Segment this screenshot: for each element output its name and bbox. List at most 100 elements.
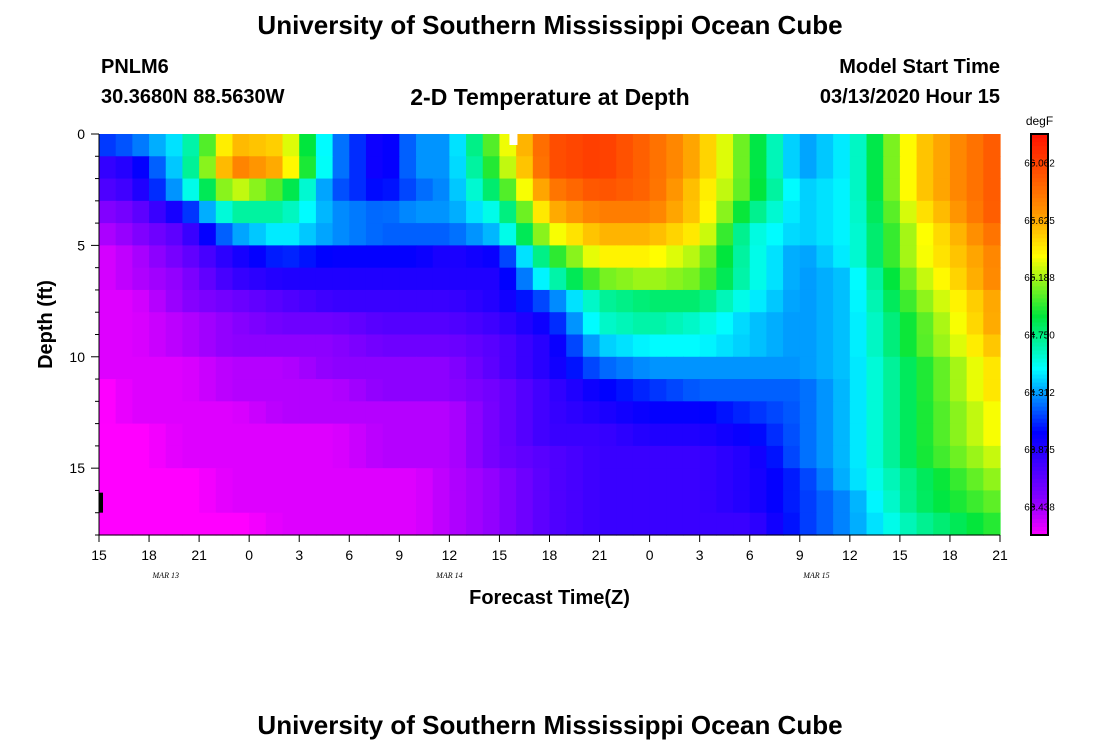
heatmap-cell [916,379,934,402]
heatmap-cell [899,468,918,492]
heatmap-cell [466,134,484,157]
heatmap-cell [766,134,784,157]
heatmap-cell [199,445,217,469]
heatmap-cell [382,223,400,246]
x-tick-label: 15 [892,547,908,563]
heatmap-cell [833,445,851,469]
heatmap-cell [682,223,701,246]
heatmap-cell [499,267,517,291]
heatmap-cell [549,156,567,180]
colorbar-swatch [1031,246,1048,251]
heatmap-cell [165,156,184,180]
heatmap-cell [799,267,818,291]
heatmap-cell [949,490,968,514]
heatmap-cell [482,200,501,224]
heatmap-cell [532,445,551,469]
heatmap-cell [733,267,751,291]
heatmap-cell [499,401,517,425]
heatmap-cell [966,178,984,202]
heatmap-cell [182,468,200,492]
heatmap-cell [582,223,601,246]
heatmap-cell [983,267,1001,291]
heatmap-cell [966,156,984,180]
heatmap-cell [849,200,868,224]
heatmap-cell [599,200,617,224]
heatmap-cell [983,223,1001,246]
x-tick-label: 6 [746,547,754,563]
heatmap-cell [349,267,367,291]
heatmap-cell [649,356,667,380]
heatmap-cell [499,468,517,492]
heatmap-cell [816,178,834,202]
heatmap-cell [516,267,534,291]
heatmap-cell [616,423,634,447]
heatmap-cell [566,267,584,291]
heatmap-cell [516,156,534,180]
heatmap-cell [566,512,584,536]
heatmap-cell [899,134,918,157]
heatmap-cell [315,245,334,269]
heatmap-cell [549,289,567,313]
heatmap-cell [282,468,300,492]
heatmap-cell [416,512,434,536]
heatmap-cell [532,490,551,514]
heatmap-cell [933,312,951,336]
heatmap-cell [749,490,768,514]
colorbar-swatch [1031,302,1048,308]
heatmap-cell [499,512,517,536]
colorbar-swatch [1031,170,1048,175]
heatmap-cell [482,223,501,246]
heatmap-cell [416,445,434,469]
heatmap-cell [449,401,467,425]
heatmap-cell [866,312,884,336]
heatmap-cell [733,200,751,224]
heatmap-cell [115,512,133,536]
heatmap-cell [249,379,267,402]
heatmap-cell [232,445,250,469]
heatmap-cell [532,223,551,246]
heatmap-cell [149,178,167,202]
heatmap-cell [733,401,751,425]
heatmap-cell [766,379,784,402]
heatmap-cell [315,200,334,224]
heatmap-cell [749,334,768,358]
heatmap-cell [849,490,868,514]
heatmap-cell [766,490,784,514]
heatmap-cell [449,134,467,157]
heatmap-cell [833,267,851,291]
colorbar-swatch [1031,370,1048,376]
heatmap-cell [883,512,901,536]
x-tick-label: 9 [395,547,403,563]
heatmap-cell [165,334,184,358]
heatmap-cell [149,490,167,514]
heatmap-cell [315,156,334,180]
heatmap-cell [332,134,350,157]
heatmap-cell [332,423,350,447]
heatmap-cell [949,423,968,447]
heatmap-cell [365,178,384,202]
heatmap-cell [165,445,184,469]
heatmap-cell [382,445,400,469]
heatmap-cell [482,289,501,313]
heatmap-cell [182,334,200,358]
heatmap-cell [549,356,567,380]
heatmap-cell [432,423,450,447]
heatmap-cell [99,289,117,313]
heatmap-cell [983,334,1001,358]
heatmap-cell [132,312,150,336]
heatmap-cell [382,134,400,157]
heatmap-cell [933,356,951,380]
heatmap-cell [99,134,117,157]
station-coords: 30.3680N 88.5630W [101,86,285,108]
x-tick-label: 9 [796,547,804,563]
heatmap-cell [516,289,534,313]
heatmap-cell [833,245,851,269]
heatmap-cell [482,445,501,469]
colorbar-swatch [1031,498,1048,504]
heatmap-cell [399,289,417,313]
heatmap-cell [983,490,1001,514]
heatmap-cell [983,423,1001,447]
heatmap-cell [849,312,868,336]
heatmap-cell [349,134,367,157]
colorbar-swatch [1031,290,1048,295]
